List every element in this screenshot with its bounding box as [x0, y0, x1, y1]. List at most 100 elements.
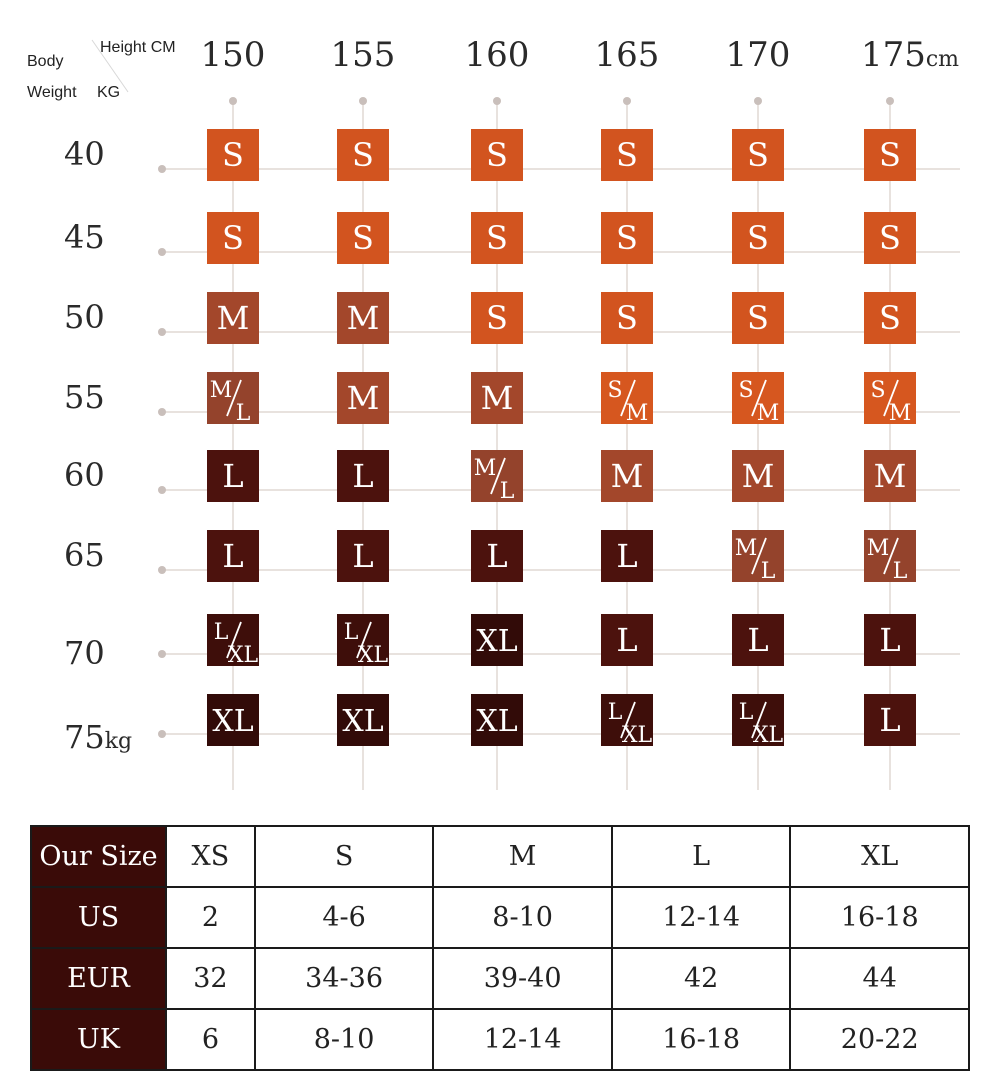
size-cell-slash	[751, 537, 767, 575]
table-cell: 4-6	[253, 886, 435, 949]
size-cell-box	[732, 530, 784, 582]
table-cell: XL	[789, 825, 970, 888]
size-cell: L	[337, 450, 389, 502]
size-cell-label: L	[616, 537, 637, 575]
size-cell-label-bottom: XL	[622, 723, 653, 748]
size-cell: L	[207, 450, 259, 502]
size-cell-box	[337, 129, 389, 181]
table-row: US 2 4-6 8-10 12-14 16-18	[30, 886, 970, 949]
size-cell-box	[471, 372, 523, 424]
weight-tick: 45	[64, 218, 105, 256]
size-cell-label-bottom: XL	[753, 723, 784, 748]
size-cell-box	[471, 450, 523, 502]
size-cell: M	[601, 450, 653, 502]
size-cell-label: S	[486, 136, 508, 174]
corner-labels: Body Weight KG Height CM	[27, 39, 176, 101]
size-cell-box	[337, 614, 389, 666]
size-cell-label: S	[616, 219, 638, 257]
size-cell-label: M	[611, 457, 644, 495]
size-cell-label: S	[222, 136, 244, 174]
size-cell-label: L	[222, 457, 243, 495]
grid-dot-top	[623, 97, 631, 105]
size-cell-slash	[620, 701, 636, 739]
weight-tick: 60	[64, 456, 105, 494]
size-cell: S	[207, 212, 259, 264]
size-cell-box	[337, 292, 389, 344]
size-cell: S	[471, 129, 523, 181]
size-cell-label: S	[352, 136, 374, 174]
size-cell-box	[601, 372, 653, 424]
grid-dot-left	[158, 566, 166, 574]
height-tick: 155	[331, 35, 396, 75]
grid-dot-left	[158, 486, 166, 494]
table-row-header: EUR	[30, 947, 167, 1010]
table-cell: 12-14	[610, 886, 792, 949]
size-cell: S	[601, 129, 653, 181]
table-row: Our Size XS S M L XL	[30, 825, 970, 888]
size-cell-box	[337, 212, 389, 264]
size-cell: S	[337, 212, 389, 264]
table-row: UK 6 8-10 12-14 16-18 20-22	[30, 1008, 970, 1071]
table-row-header: UK	[30, 1008, 167, 1071]
size-cell: XL	[471, 614, 523, 666]
size-cell-label: L	[352, 457, 373, 495]
size-cell-box	[732, 292, 784, 344]
size-cell-label: L	[616, 621, 637, 659]
size-cell-box	[337, 694, 389, 746]
size-cell: SM	[601, 372, 653, 426]
size-cell-slash	[226, 379, 242, 417]
size-cell-box	[207, 694, 259, 746]
size-cell: SM	[732, 372, 784, 426]
height-unit: cm	[926, 47, 959, 72]
table-cell: M	[432, 825, 613, 888]
size-cell: M	[471, 372, 523, 424]
grid-dot-top	[229, 97, 237, 105]
size-cell-label-bottom: M	[626, 401, 649, 426]
table-row-header: US	[30, 886, 167, 949]
size-cell-box	[207, 530, 259, 582]
size-cell-label-top: S	[607, 378, 622, 403]
size-cell: LXL	[732, 694, 784, 748]
weight-tick: 40	[64, 135, 105, 173]
size-cell: XL	[207, 694, 259, 746]
size-cell-label-bottom: M	[889, 401, 912, 426]
size-cell-label: S	[352, 219, 374, 257]
size-cell-box	[601, 694, 653, 746]
height-ticks: 150 155 160 165 170 175cm	[201, 35, 960, 75]
size-cell-box	[601, 129, 653, 181]
size-cell-box	[207, 614, 259, 666]
weight-tick: 65	[64, 536, 105, 574]
table-row: EUR 32 34-36 39-40 42 44	[30, 947, 970, 1010]
table-cell: 2	[165, 886, 256, 949]
size-cell-label-bottom: XL	[358, 643, 389, 668]
size-cell-box	[471, 694, 523, 746]
size-cell-label-bottom: L	[236, 401, 251, 426]
size-cell-box	[337, 450, 389, 502]
size-cell-label: M	[347, 379, 380, 417]
size-conversion-table: Our Size XS S M L XL US 2 4-6 8-10 12-14 16-18 EUR 32…	[30, 825, 970, 1071]
size-cell-label-top: M	[210, 378, 233, 403]
size-cell: S	[864, 212, 916, 264]
size-cell-label-bottom: L	[761, 559, 776, 584]
size-cell-box	[864, 450, 916, 502]
table-cell: 39-40	[432, 947, 613, 1010]
table-cell: 44	[789, 947, 970, 1010]
table-cell: 16-18	[789, 886, 970, 949]
size-cell-box	[471, 212, 523, 264]
size-cell-box	[864, 129, 916, 181]
size-cell: S	[471, 212, 523, 264]
size-cell-label: M	[742, 457, 775, 495]
size-cell-label-top: L	[739, 700, 754, 725]
size-cell-box	[337, 372, 389, 424]
size-cell-box	[864, 372, 916, 424]
size-cell-slash	[490, 457, 506, 495]
size-cell-label-top: S	[870, 378, 885, 403]
size-cell: L	[864, 694, 916, 746]
table-cell: 8-10	[253, 1008, 435, 1071]
size-cell-label: S	[747, 299, 769, 337]
grid-dot-top	[359, 97, 367, 105]
grid-dot-left	[158, 248, 166, 256]
size-cell-box	[732, 694, 784, 746]
size-cell-slash	[356, 621, 372, 659]
